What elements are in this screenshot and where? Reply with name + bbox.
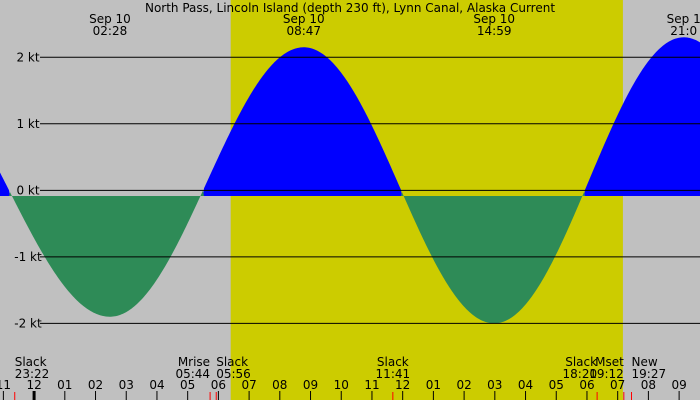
event-name-label: New (632, 355, 658, 369)
peak-time-label: 21:0 (670, 24, 697, 38)
peak-date-label: Sep 10 (283, 12, 325, 26)
y-tick-label: -2 kt (14, 316, 42, 330)
event-time-label: 19:12 (589, 367, 624, 381)
x-hour-label: 09 (671, 378, 686, 392)
x-hour-label: 09 (303, 378, 318, 392)
x-axis: 11 12 01 02 03 04 05 06 07 08 09 10 11 12 01 02 03 04 05 06… (0, 378, 687, 400)
x-hour-label: 03 (119, 378, 134, 392)
peak-time-label: 08:47 (286, 24, 321, 38)
peak-time-label: 14:59 (477, 24, 512, 38)
event-labels: Slack23:22Mrise05:44Slack05:56Slack11:41… (15, 355, 666, 381)
x-hour-label: 11 (0, 378, 11, 392)
x-hour-label: 01 (426, 378, 441, 392)
event-name-label: Slack (216, 355, 248, 369)
event-time-label: 11:41 (376, 367, 411, 381)
x-hour-label: 08 (641, 378, 656, 392)
y-tick-label: 1 kt (16, 117, 39, 131)
event-name-label: Mset (595, 355, 624, 369)
x-hour-label: 04 (149, 378, 164, 392)
x-hour-label: 05 (549, 378, 564, 392)
event-time-label: 23:22 (15, 367, 50, 381)
event-name-label: Mrise (178, 355, 210, 369)
y-tick-label: 0 kt (16, 183, 39, 197)
x-hour-label: 04 (518, 378, 533, 392)
x-hour-label: 01 (57, 378, 72, 392)
y-tick-label: 2 kt (16, 50, 39, 64)
event-name-label: Slack (565, 355, 597, 369)
event-name-label: Slack (377, 355, 409, 369)
x-hour-label: 07 (241, 378, 256, 392)
event-time-label: 19:27 (632, 367, 667, 381)
x-hour-label: 10 (334, 378, 349, 392)
x-hour-label: 12 (26, 378, 41, 392)
x-hour-label: 02 (88, 378, 103, 392)
peak-date-label: Sep 10 (473, 12, 515, 26)
flood-current-area (0, 37, 700, 197)
x-hour-label: 05 (180, 378, 195, 392)
y-axis-labels: 2 kt 1 kt 0 kt -1 kt -2 kt (14, 50, 42, 330)
peak-date-label: Sep 10 (89, 12, 131, 26)
event-time-label: 05:56 (216, 367, 251, 381)
x-hour-label: 03 (487, 378, 502, 392)
y-grid-lines (40, 56, 700, 324)
y-tick-label: -1 kt (14, 250, 42, 264)
peak-label: Sep 121:0 (667, 12, 700, 38)
x-hour-label: 11 (364, 378, 379, 392)
x-hour-label: 02 (456, 378, 471, 392)
event-time-label: 18:20 (563, 367, 598, 381)
peak-date-label: Sep 1 (667, 12, 700, 26)
x-hour-label: 12 (395, 378, 410, 392)
x-hour-label: 06 (579, 378, 594, 392)
x-hour-label: 06 (211, 378, 226, 392)
chart-title: North Pass, Lincoln Island (depth 230 ft… (145, 1, 555, 15)
x-hour-label: 08 (272, 378, 287, 392)
ebb-current-area (0, 190, 700, 324)
event-time-label: 05:44 (175, 367, 210, 381)
x-hour-label: 07 (610, 378, 625, 392)
event-name-label: Slack (15, 355, 47, 369)
peak-time-label: 02:28 (93, 24, 128, 38)
